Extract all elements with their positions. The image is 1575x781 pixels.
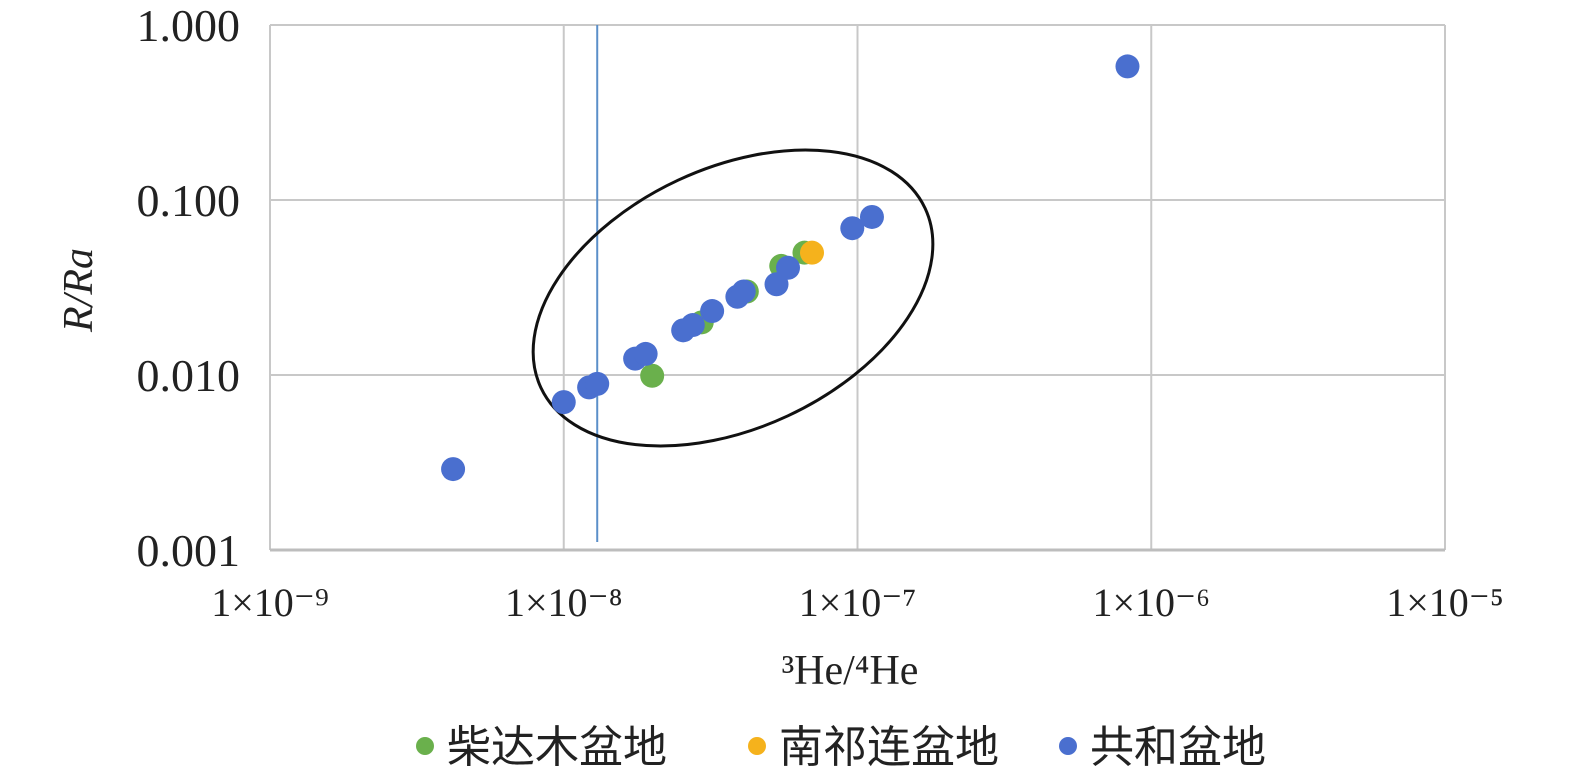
data-point [731, 279, 756, 304]
cluster-ellipse [531, 148, 935, 448]
legend-marker [1059, 737, 1077, 755]
legend: 柴达木盆地 南祁连盆地 共和盆地 [416, 722, 1266, 773]
y-axis-label: R/Ra [56, 248, 102, 333]
legend-label: 共和盆地 [1090, 722, 1266, 773]
x-tick-label: 1×10⁻⁶ [1092, 580, 1210, 625]
data-point [441, 457, 466, 482]
y-tick-label: 0.001 [137, 525, 241, 576]
y-tick-label: 1.000 [137, 0, 241, 51]
legend-label: 南祁连盆地 [779, 722, 999, 773]
data-point [700, 299, 725, 324]
x-axis-label: ³He/⁴He [782, 648, 919, 694]
data-point [633, 341, 658, 366]
data-point [840, 216, 865, 241]
legend-marker [748, 737, 766, 755]
y-tick-labels: 0.001 0.010 0.100 1.000 [137, 0, 241, 576]
data-point [859, 204, 884, 229]
x-tick-label: 1×10⁻⁸ [505, 580, 623, 625]
data-point [1115, 54, 1140, 79]
x-tick-label: 1×10⁻⁷ [799, 580, 917, 625]
data-points [441, 54, 1140, 482]
x-tick-label: 1×10⁻⁹ [211, 580, 329, 625]
data-point [640, 363, 665, 388]
x-tick-label: 1×10⁻⁵ [1386, 580, 1504, 625]
data-point [551, 390, 576, 415]
y-tick-label: 0.010 [137, 350, 241, 401]
data-point [776, 255, 801, 280]
data-point [680, 313, 705, 338]
legend-label: 柴达木盆地 [447, 722, 667, 773]
y-tick-label: 0.100 [137, 175, 241, 226]
data-point [585, 371, 610, 396]
legend-marker [416, 737, 434, 755]
data-point [799, 240, 824, 265]
x-tick-labels: 1×10⁻⁹ 1×10⁻⁸ 1×10⁻⁷ 1×10⁻⁶ 1×10⁻⁵ [211, 580, 1504, 625]
